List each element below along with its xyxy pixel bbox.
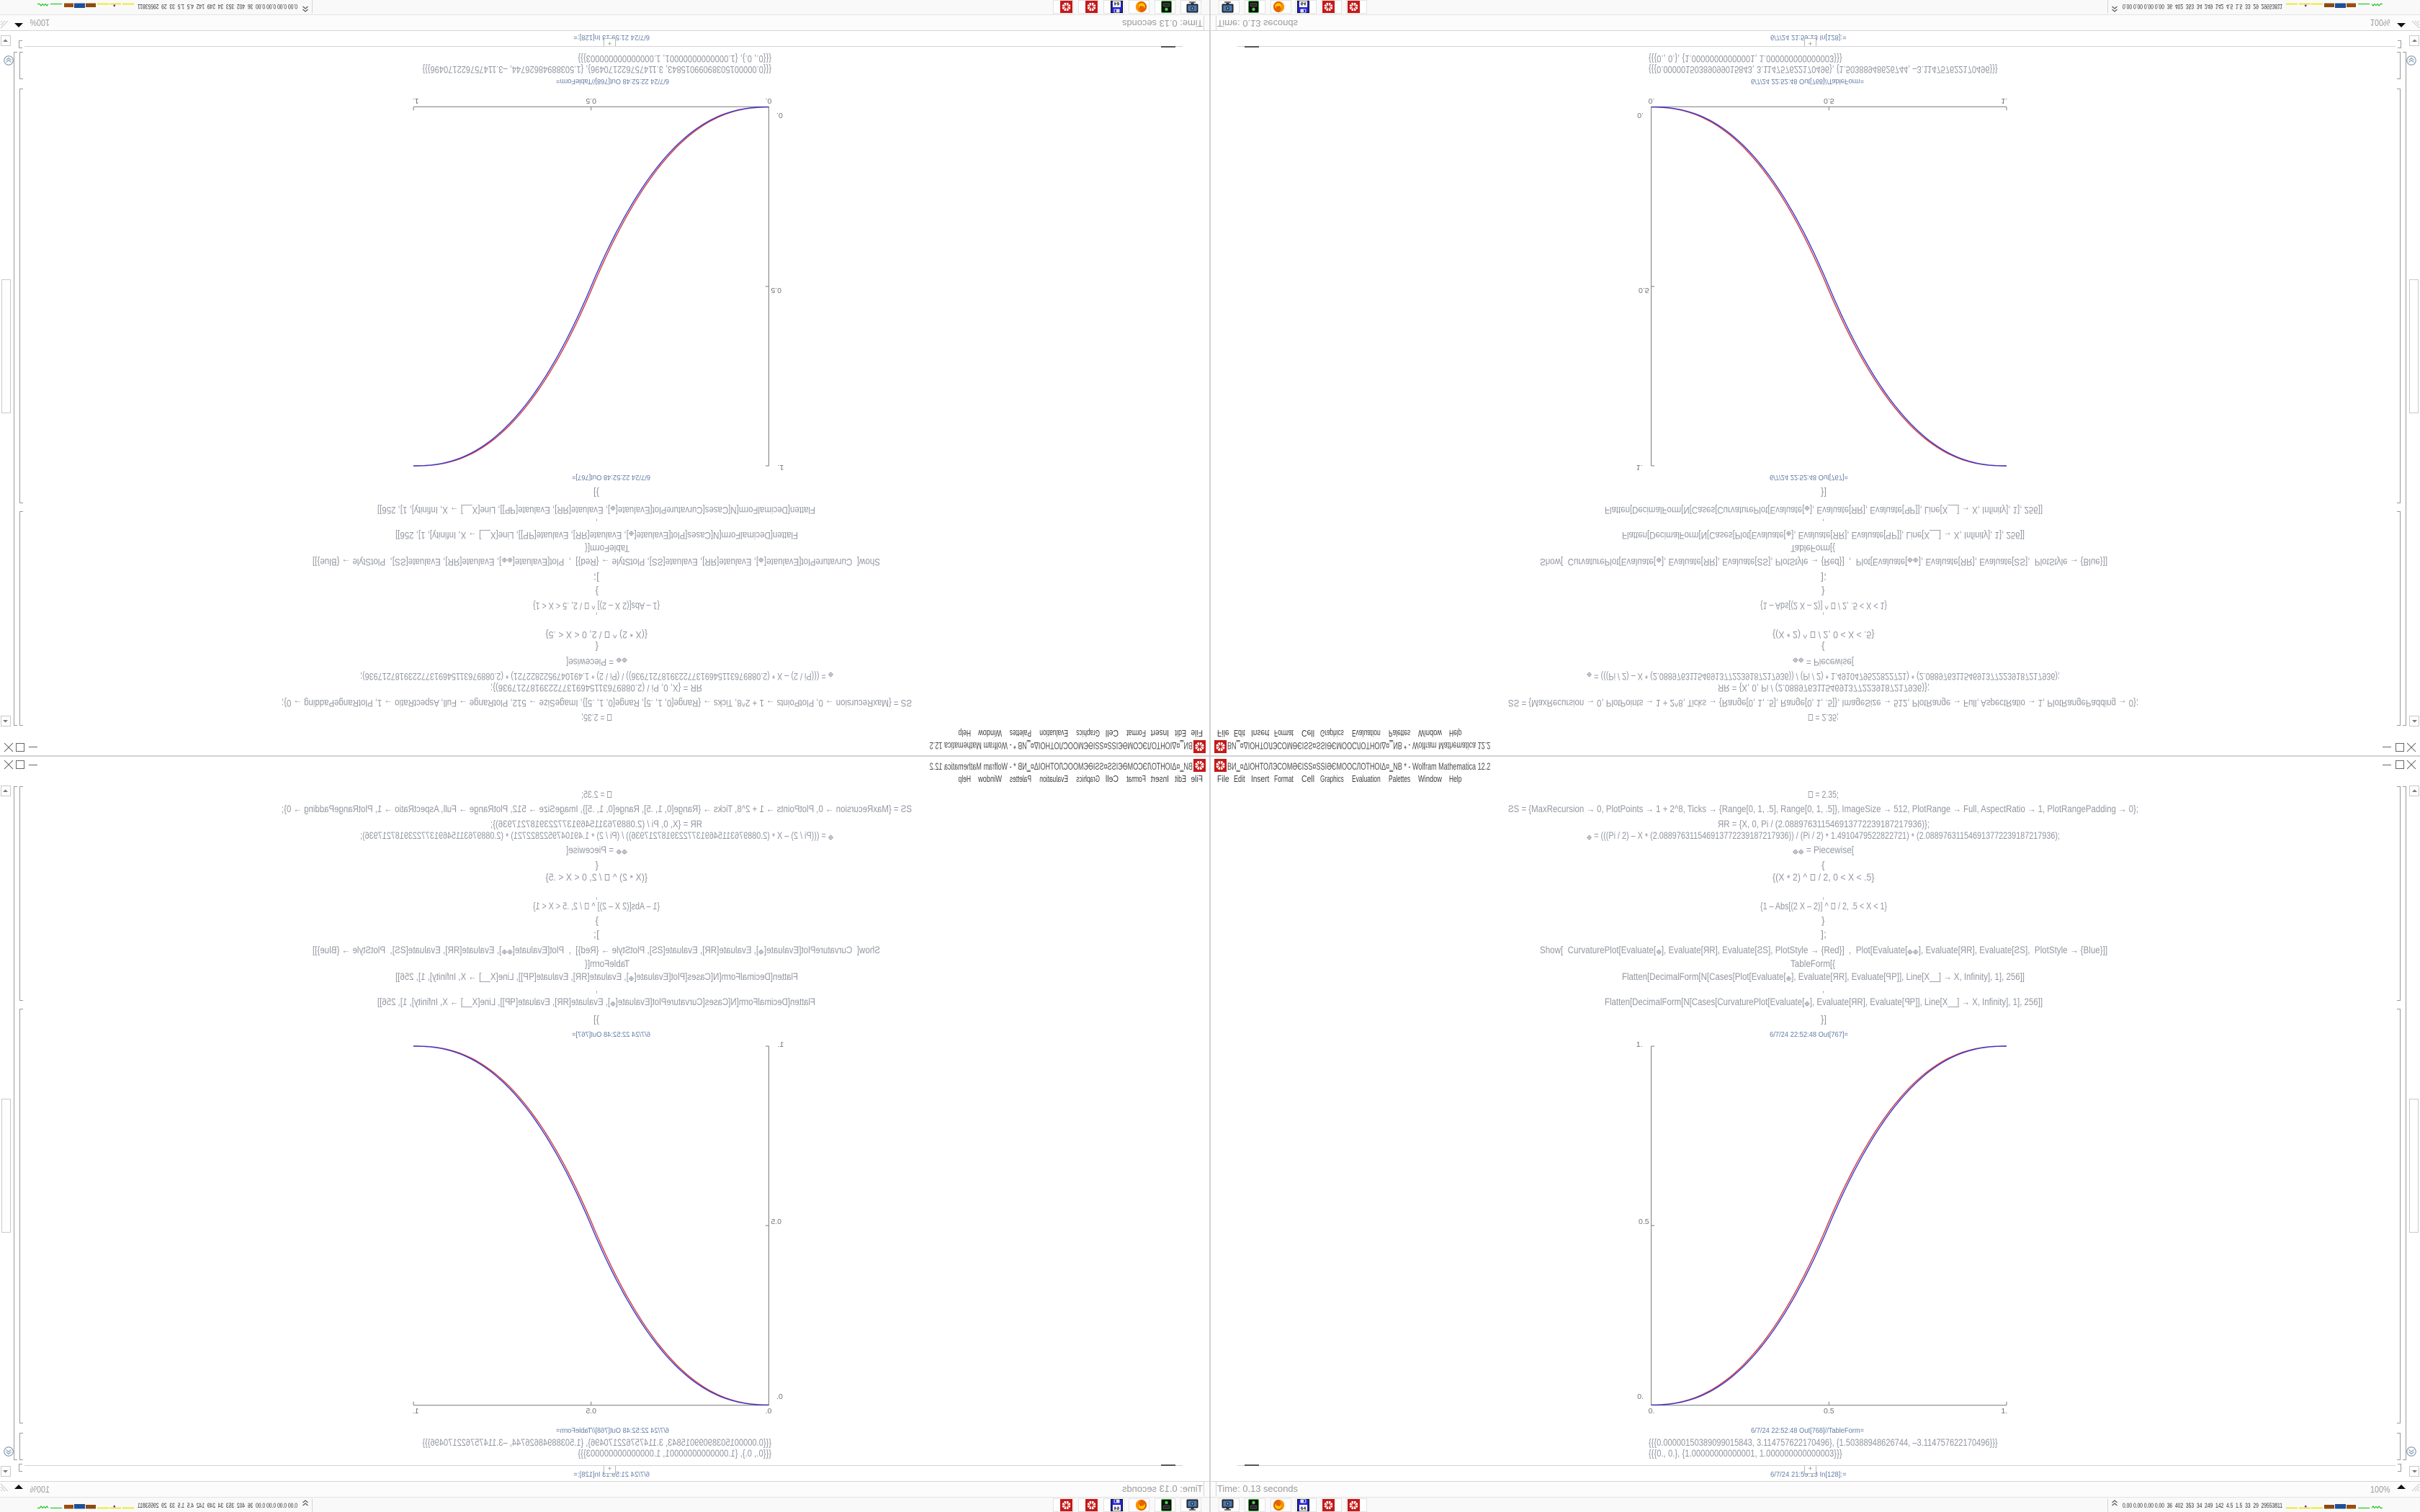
svg-text:64: 64 <box>1114 1 1120 6</box>
svg-text:64: 64 <box>1301 1506 1307 1511</box>
svg-text:64: 64 <box>1301 1 1307 6</box>
svg-text:64: 64 <box>1114 1506 1120 1511</box>
